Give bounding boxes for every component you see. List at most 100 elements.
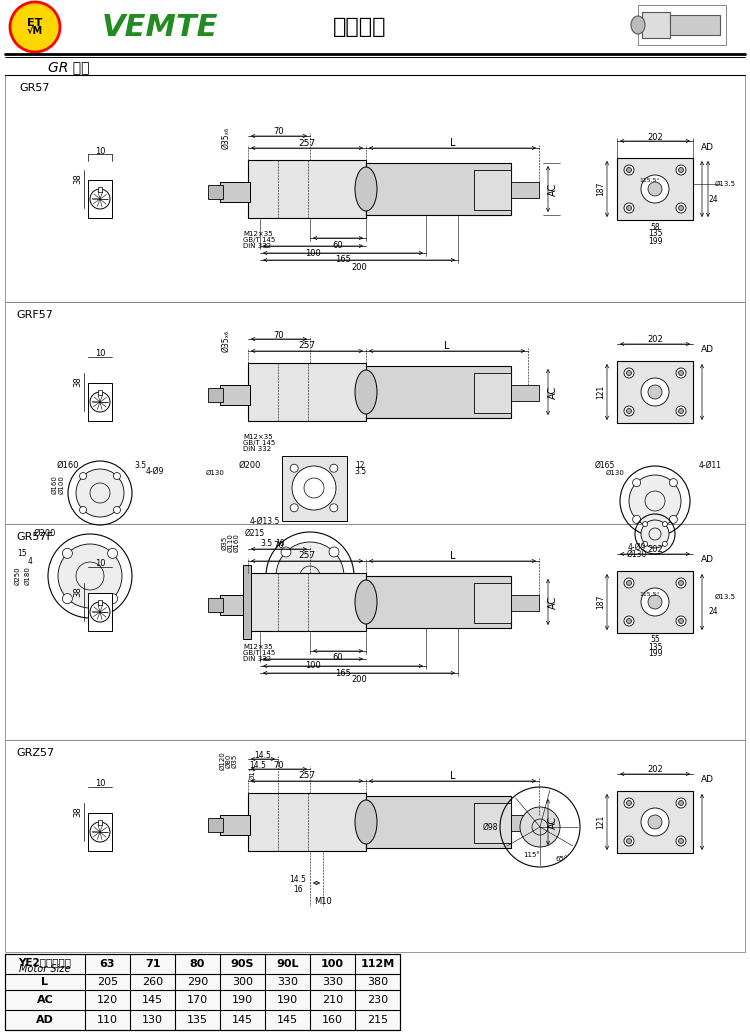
Circle shape — [676, 406, 686, 416]
Text: Ø11: Ø11 — [250, 766, 256, 780]
Circle shape — [641, 378, 669, 406]
Circle shape — [676, 798, 686, 808]
Text: 115.5°: 115.5° — [640, 591, 660, 596]
Circle shape — [276, 542, 344, 610]
Text: 115.5°: 115.5° — [640, 179, 660, 184]
Circle shape — [670, 515, 677, 523]
Text: 3.5: 3.5 — [134, 460, 146, 470]
Text: 210: 210 — [322, 995, 343, 1005]
Circle shape — [679, 838, 683, 843]
Bar — [617, 158, 693, 220]
Circle shape — [626, 801, 632, 806]
Text: Ø13.5: Ø13.5 — [715, 181, 736, 187]
Text: 130: 130 — [142, 1015, 163, 1025]
Text: Ø160: Ø160 — [234, 534, 240, 552]
Text: 260: 260 — [142, 977, 163, 987]
Text: 112M: 112M — [360, 959, 394, 969]
Text: 70: 70 — [274, 330, 284, 340]
Text: Ø98: Ø98 — [482, 823, 498, 832]
Text: 55: 55 — [650, 636, 660, 645]
Circle shape — [58, 544, 122, 608]
Text: Ø200: Ø200 — [238, 460, 261, 470]
Circle shape — [648, 182, 662, 196]
Circle shape — [292, 466, 336, 510]
Circle shape — [676, 165, 686, 175]
Text: 14.5: 14.5 — [290, 874, 307, 883]
Text: 70: 70 — [274, 128, 284, 136]
Circle shape — [632, 479, 640, 487]
Text: DIN 332: DIN 332 — [243, 656, 272, 662]
Bar — [98, 187, 102, 192]
Text: AD: AD — [700, 142, 713, 152]
Text: 160: 160 — [322, 1015, 343, 1025]
Text: Ø100: Ø100 — [59, 476, 65, 494]
Text: AD: AD — [700, 555, 713, 565]
Circle shape — [643, 521, 647, 526]
Text: Ø13.5: Ø13.5 — [715, 594, 736, 600]
Text: 38: 38 — [74, 807, 82, 817]
Circle shape — [520, 807, 560, 847]
Text: Ø35: Ø35 — [232, 753, 238, 768]
Text: L: L — [450, 138, 455, 148]
Circle shape — [626, 409, 632, 414]
Bar — [511, 815, 539, 831]
Text: Ø165: Ø165 — [595, 460, 615, 470]
Text: 257: 257 — [298, 342, 316, 351]
Circle shape — [626, 618, 632, 623]
Text: 202: 202 — [647, 132, 663, 141]
Bar — [5, 302, 745, 524]
Text: 4-Ø11: 4-Ø11 — [698, 460, 721, 470]
Circle shape — [641, 588, 669, 616]
Circle shape — [329, 547, 339, 557]
Circle shape — [624, 578, 634, 588]
Text: 15: 15 — [17, 548, 27, 557]
Bar — [366, 576, 511, 628]
Text: GB/T 145: GB/T 145 — [243, 440, 275, 446]
Text: Motor Size: Motor Size — [20, 964, 70, 974]
Circle shape — [641, 175, 669, 203]
Text: 38: 38 — [74, 586, 82, 598]
Text: 4-Ø13.5: 4-Ø13.5 — [250, 516, 280, 525]
Text: 202: 202 — [647, 335, 663, 345]
Bar — [220, 595, 250, 615]
Circle shape — [679, 580, 683, 585]
Circle shape — [679, 370, 683, 376]
Text: Ø250: Ø250 — [15, 567, 21, 585]
Circle shape — [624, 165, 634, 175]
Text: 290: 290 — [187, 977, 208, 987]
Text: M12×35: M12×35 — [243, 434, 273, 440]
Text: 200: 200 — [351, 262, 367, 271]
Text: Ø35: Ø35 — [222, 536, 228, 550]
Text: GR 系列: GR 系列 — [48, 60, 89, 74]
Bar — [670, 15, 720, 35]
Circle shape — [329, 595, 339, 605]
Circle shape — [641, 520, 669, 548]
Text: 121: 121 — [596, 385, 605, 399]
Text: 200: 200 — [351, 676, 367, 684]
Text: 24: 24 — [708, 194, 718, 203]
Circle shape — [90, 189, 110, 209]
Text: Ø35ₓ₆: Ø35ₓ₆ — [221, 127, 230, 149]
Circle shape — [676, 616, 686, 626]
Text: 100: 100 — [305, 249, 321, 258]
Circle shape — [108, 548, 118, 558]
Circle shape — [330, 464, 338, 473]
Text: 60: 60 — [333, 653, 344, 663]
Text: 199: 199 — [648, 649, 662, 658]
Text: 257: 257 — [298, 772, 316, 780]
Text: Ø120: Ø120 — [220, 751, 226, 770]
Bar — [511, 595, 539, 611]
Text: 170: 170 — [187, 995, 208, 1005]
Bar — [248, 573, 366, 631]
Bar — [5, 75, 745, 302]
Text: 202: 202 — [647, 766, 663, 774]
Circle shape — [670, 479, 677, 487]
Text: 71: 71 — [145, 959, 160, 969]
Text: 65°: 65° — [556, 856, 568, 862]
Text: L: L — [444, 341, 450, 351]
Circle shape — [626, 838, 632, 843]
Text: 199: 199 — [648, 236, 662, 246]
Circle shape — [10, 2, 60, 52]
Circle shape — [624, 798, 634, 808]
Text: 215: 215 — [367, 1015, 388, 1025]
